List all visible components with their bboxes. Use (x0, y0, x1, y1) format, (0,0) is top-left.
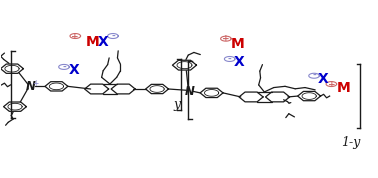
Text: -: - (111, 32, 115, 41)
Text: +: + (71, 32, 79, 41)
Text: X: X (234, 55, 245, 69)
Text: -: - (62, 62, 66, 71)
Text: M: M (86, 35, 99, 49)
Text: -: - (312, 71, 316, 80)
Text: N: N (26, 80, 36, 93)
Text: M: M (336, 82, 350, 95)
Text: +: + (33, 79, 39, 88)
Text: X: X (68, 63, 79, 77)
Text: -: - (228, 54, 232, 64)
Text: y: y (174, 98, 181, 111)
Text: +: + (328, 80, 335, 88)
Text: X: X (318, 72, 329, 86)
Text: +: + (222, 34, 230, 43)
Text: 1-y: 1-y (341, 136, 361, 149)
Text: N: N (185, 85, 195, 98)
Text: X: X (98, 35, 108, 49)
Text: M: M (231, 37, 245, 51)
